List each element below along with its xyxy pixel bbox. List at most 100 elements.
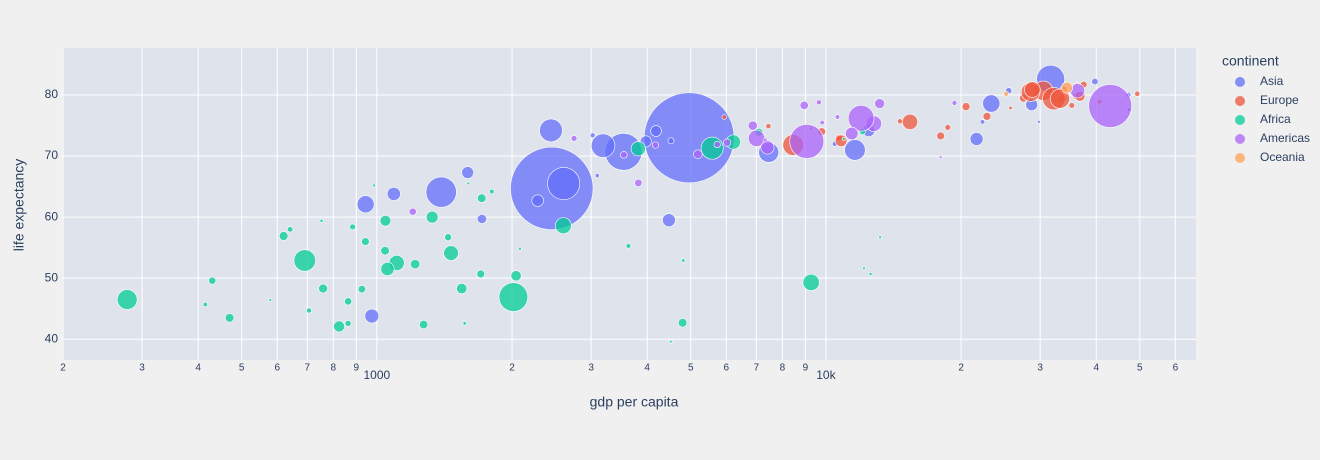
plot-area	[62, 48, 1196, 360]
bubble	[868, 272, 873, 276]
bubble	[951, 100, 958, 106]
bubble	[1008, 105, 1013, 110]
x-tick-label: 7	[305, 363, 311, 374]
bubble	[982, 94, 1001, 113]
bubble	[594, 173, 600, 179]
bubble	[570, 135, 578, 142]
x-tick-label: 9	[354, 363, 360, 374]
bubble	[1049, 88, 1070, 109]
bubble	[293, 249, 316, 272]
bubble	[349, 223, 356, 231]
legend-marker	[1235, 134, 1245, 144]
x-tick-label: 10k	[816, 368, 836, 382]
bubble	[1088, 84, 1132, 128]
bubble	[1091, 78, 1099, 86]
bubble	[862, 266, 866, 271]
bubble	[938, 155, 943, 160]
bubble	[961, 102, 971, 111]
bubble	[344, 320, 352, 327]
x-tick-label: 6	[1173, 363, 1179, 374]
bubble	[510, 270, 522, 282]
legend-marker	[1235, 153, 1245, 163]
marks	[116, 64, 1141, 344]
bubble	[319, 218, 324, 223]
bubble	[765, 123, 772, 130]
bubble	[380, 246, 390, 256]
x-tick-label: 3	[1037, 363, 1043, 374]
legend-marker	[1235, 77, 1245, 87]
bubble	[713, 140, 721, 149]
x-tick-label: 6	[274, 363, 280, 374]
bubble	[476, 214, 487, 224]
x-tick-label: 5	[688, 363, 694, 374]
x-tick-label: 9	[803, 363, 809, 374]
x-tick-label: 3	[139, 363, 145, 374]
y-tick-label: 70	[45, 148, 59, 162]
legend-label: Americas	[1260, 131, 1310, 145]
bubble	[268, 298, 273, 302]
x-tick-label: 3	[588, 363, 594, 374]
bubble	[662, 213, 676, 227]
grid	[62, 48, 1196, 360]
bubble	[834, 134, 848, 147]
bubble	[802, 273, 820, 291]
bubble	[969, 132, 984, 146]
bubble	[361, 237, 370, 246]
bubble	[681, 258, 686, 263]
bubble	[841, 137, 846, 141]
x-tick-label: 6	[724, 363, 730, 374]
bubble	[364, 308, 380, 324]
y-tick-label: 50	[45, 270, 59, 284]
bubble	[224, 313, 235, 323]
legend-marker	[1235, 115, 1245, 125]
legend-marker	[1235, 96, 1245, 106]
legend-label: Europe	[1260, 93, 1299, 107]
bubble	[461, 166, 474, 179]
legend-label: Oceania	[1260, 150, 1305, 164]
bubble	[306, 307, 312, 314]
bubble	[344, 297, 353, 306]
bubble	[318, 283, 328, 294]
bubble	[936, 131, 945, 141]
legend-title: continent	[1222, 53, 1279, 69]
y-axis-title: life expectancy	[11, 159, 27, 252]
bubble	[668, 339, 673, 344]
x-tick-label: 2	[958, 363, 964, 374]
bubble	[379, 215, 392, 227]
bubble	[834, 114, 841, 120]
bubble	[333, 320, 345, 333]
bubble	[819, 119, 825, 126]
bubble	[356, 195, 375, 214]
bubble	[874, 98, 885, 109]
bubble	[693, 149, 703, 159]
bubble	[700, 136, 724, 160]
bubble	[476, 269, 486, 279]
bubble	[278, 231, 289, 241]
bubble	[1134, 90, 1141, 97]
bubble	[589, 132, 596, 139]
bubble	[1061, 81, 1073, 94]
legend: continent Asia Europe Africa Americas Oceani…	[1222, 53, 1310, 164]
bubble	[419, 320, 429, 330]
bubble	[1003, 90, 1009, 97]
x-tick-label: 4	[195, 363, 201, 374]
bubble	[498, 282, 529, 312]
labels: 40 50 60 70 80 2 3 4 5 6 7 8 9 1000 2 3 4 5 6 7 8 9 10k 2 3 4 5 6	[45, 87, 1179, 382]
bubble	[466, 181, 471, 186]
x-tick-label: 8	[780, 363, 786, 374]
bubble	[760, 140, 775, 155]
y-tick-label: 60	[45, 209, 59, 223]
bubble	[202, 301, 208, 307]
bubble	[554, 217, 572, 235]
bubble	[982, 112, 992, 121]
x-tick-label: 4	[644, 363, 650, 374]
bubble	[425, 210, 439, 224]
bubble	[380, 262, 395, 277]
bubble	[789, 124, 825, 159]
legend-label: Asia	[1260, 74, 1284, 88]
x-tick-label: 5	[1137, 363, 1143, 374]
bubble	[979, 119, 985, 125]
bubble	[845, 126, 859, 141]
bubble	[1037, 120, 1041, 124]
x-tick-label: 2	[509, 363, 515, 374]
